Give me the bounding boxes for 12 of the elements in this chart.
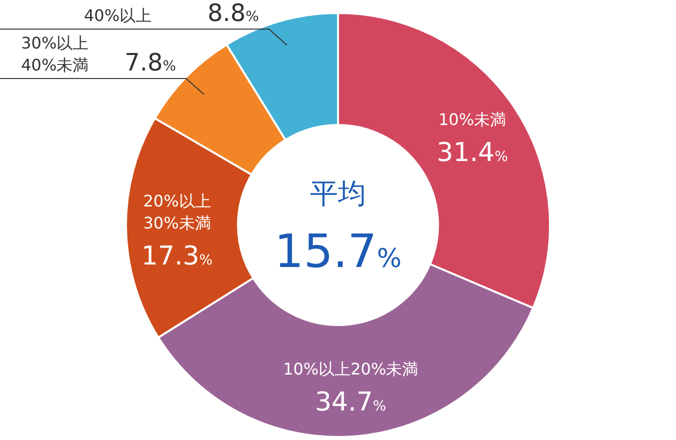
data-label: 34.7%	[315, 388, 386, 418]
data-label: 7.8%	[124, 48, 176, 76]
slice-label: 10%未満	[438, 110, 506, 130]
text: 平均	[310, 177, 366, 210]
slice-label: 10%以上20%未満	[283, 360, 418, 379]
text: 15.7%	[274, 224, 402, 278]
slice-label: 20%以上 30%未満	[143, 192, 211, 233]
data-label: 31.4%	[436, 138, 508, 168]
slice-label: 40%以上	[84, 6, 152, 26]
slice-label: 30%以上 40%未満	[21, 33, 89, 74]
data-label: 17.3%	[141, 242, 213, 272]
data-label: 8.8%	[207, 0, 259, 28]
